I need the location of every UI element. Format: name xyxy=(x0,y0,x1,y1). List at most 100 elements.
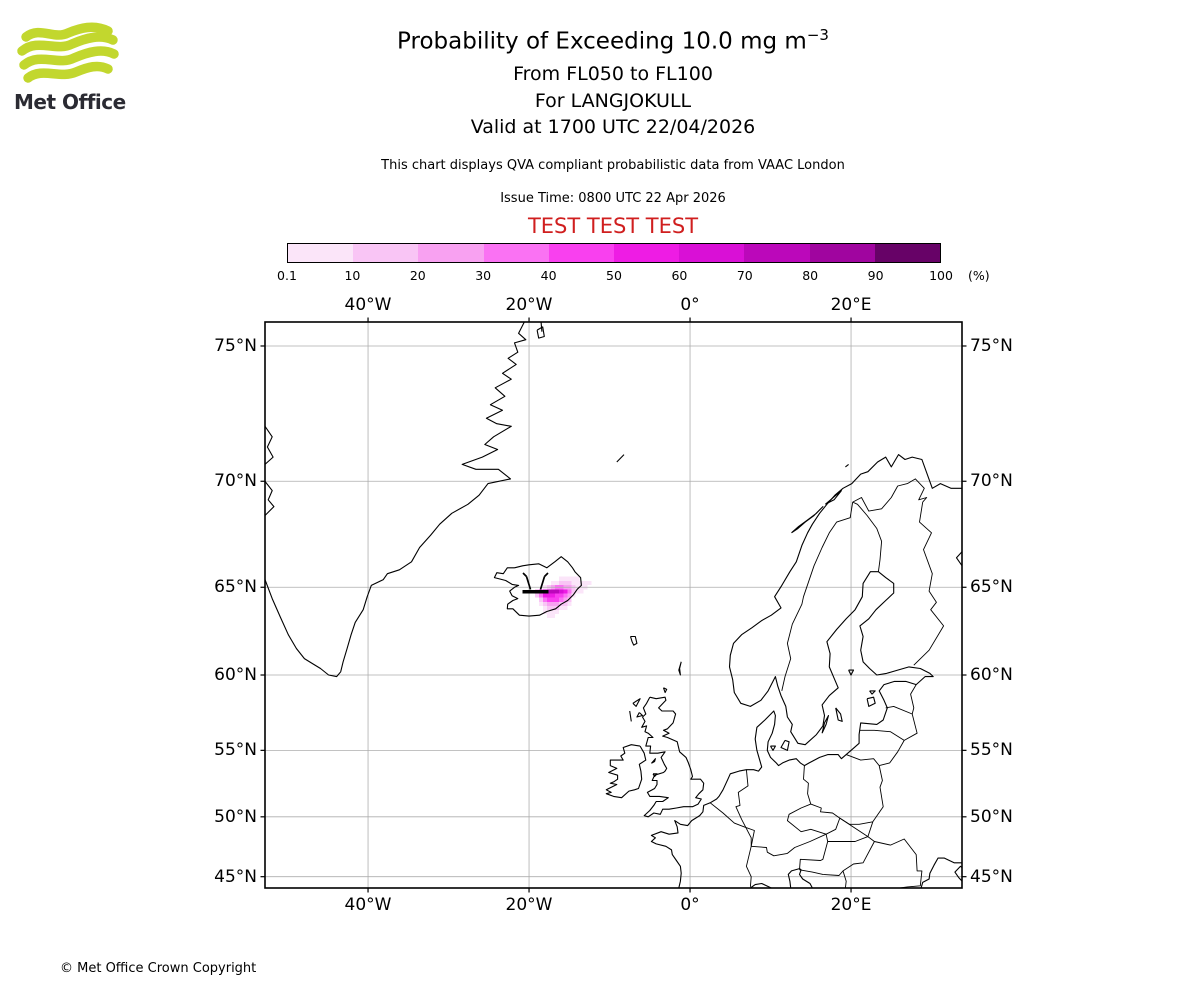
subtitle-volcano: For LANGJOKULL xyxy=(534,90,692,112)
coastline xyxy=(920,857,962,888)
coastline xyxy=(265,480,275,516)
coastline xyxy=(605,744,647,799)
country-border xyxy=(781,502,854,691)
colorbar-tick: 60 xyxy=(671,268,688,283)
plume-cell xyxy=(583,580,588,586)
country-border xyxy=(885,705,913,715)
colorbar-tick: 100 xyxy=(929,268,953,283)
plume-cell xyxy=(559,589,564,594)
plume-cell xyxy=(559,580,564,586)
country-border xyxy=(874,838,923,888)
map-frame xyxy=(264,321,963,889)
plume-cell xyxy=(555,597,560,602)
coastline xyxy=(821,714,830,734)
plume-cell xyxy=(587,580,592,586)
lon-label-top: 20°W xyxy=(505,295,553,315)
lat-label-right: 60°N xyxy=(970,665,1013,685)
coastline xyxy=(536,326,545,339)
colorbar-tick-labels: 0.1 10 20 30 40 50 60 70 80 90 100 xyxy=(277,268,953,284)
country-border xyxy=(799,836,875,876)
country-border-layer xyxy=(709,478,945,888)
colorbar-tick: 80 xyxy=(802,268,819,283)
country-border xyxy=(745,846,752,887)
coastline xyxy=(662,687,668,694)
coastline xyxy=(636,712,644,718)
coastline xyxy=(845,463,849,468)
plume-cell xyxy=(551,601,556,606)
plume-cell xyxy=(547,593,552,598)
plume-cell xyxy=(535,593,540,598)
colorbar-segment xyxy=(679,244,745,262)
coastline xyxy=(265,322,527,678)
plume-cell xyxy=(539,597,544,602)
ash-plume-layer xyxy=(535,576,592,618)
lon-label-top: 0° xyxy=(680,295,700,315)
coastline xyxy=(616,454,625,463)
lat-label-left: 75°N xyxy=(214,335,257,356)
plume-cell xyxy=(567,597,572,602)
plume-cell xyxy=(547,589,552,594)
plume-cell xyxy=(543,601,548,606)
lat-label-right: 50°N xyxy=(970,806,1013,827)
colorbar-tick: 10 xyxy=(344,268,361,283)
plume-cell xyxy=(555,580,560,586)
lat-label-right: 65°N xyxy=(970,577,1013,598)
country-border xyxy=(859,729,905,741)
colorbar-tick: 70 xyxy=(736,268,753,283)
plume-cell xyxy=(555,601,560,606)
plume-cell xyxy=(563,601,568,606)
country-border xyxy=(852,501,883,572)
plume-cell xyxy=(575,589,580,594)
country-border xyxy=(913,502,945,666)
lat-label-right: 70°N xyxy=(970,471,1013,492)
colorbar-segment xyxy=(483,244,549,262)
colorbar-segment xyxy=(548,244,615,262)
country-border xyxy=(810,803,873,825)
plume-cell xyxy=(551,580,556,586)
wave-strokes xyxy=(17,22,119,83)
map-canvas xyxy=(260,317,967,893)
volcano-funnel xyxy=(522,572,549,590)
lat-label-right: 45°N xyxy=(970,866,1013,887)
plume-cell xyxy=(555,593,560,598)
colorbar-segment xyxy=(809,244,875,262)
plume-cell xyxy=(555,609,560,614)
colorbar-segment xyxy=(418,244,484,262)
coastline xyxy=(650,758,656,764)
plume-cell xyxy=(547,609,552,614)
coastline xyxy=(824,490,842,505)
lat-label-left: 50°N xyxy=(214,806,257,827)
test-banner: TEST TEST TEST xyxy=(527,214,699,238)
plume-cell xyxy=(547,613,552,618)
country-border xyxy=(751,833,827,857)
coastline xyxy=(632,698,641,707)
colorbar-segment xyxy=(744,244,810,262)
plume-cell xyxy=(551,609,556,614)
copyright-footer: © Met Office Crown Copyright xyxy=(60,961,257,976)
lon-label-bottom: 0° xyxy=(680,895,700,915)
coastline xyxy=(848,669,855,676)
coastline xyxy=(954,865,962,882)
plume-cell xyxy=(551,593,556,598)
coastline xyxy=(835,707,843,722)
colorbar-segment xyxy=(874,244,941,262)
plume-cell xyxy=(571,576,576,581)
plume-cell xyxy=(563,597,568,602)
colorbar-tick: 90 xyxy=(867,268,884,283)
lat-label-left: 60°N xyxy=(214,665,257,685)
lat-label-left: 70°N xyxy=(214,471,257,492)
plume-cell xyxy=(575,580,580,586)
lon-label-bottom: 20°W xyxy=(505,895,553,915)
issue-time: Issue Time: 0800 UTC 22 Apr 2026 xyxy=(500,191,726,206)
met-office-wordmark: Met Office xyxy=(14,90,126,114)
colorbar-tick: 20 xyxy=(409,268,426,283)
country-border xyxy=(709,802,755,847)
coastline xyxy=(787,868,813,888)
country-border xyxy=(879,684,918,767)
coastline-layer xyxy=(265,322,962,888)
country-border xyxy=(872,765,884,823)
plume-cell xyxy=(575,576,580,581)
coastline xyxy=(869,690,876,695)
coastline xyxy=(493,556,582,617)
country-border xyxy=(799,834,829,870)
